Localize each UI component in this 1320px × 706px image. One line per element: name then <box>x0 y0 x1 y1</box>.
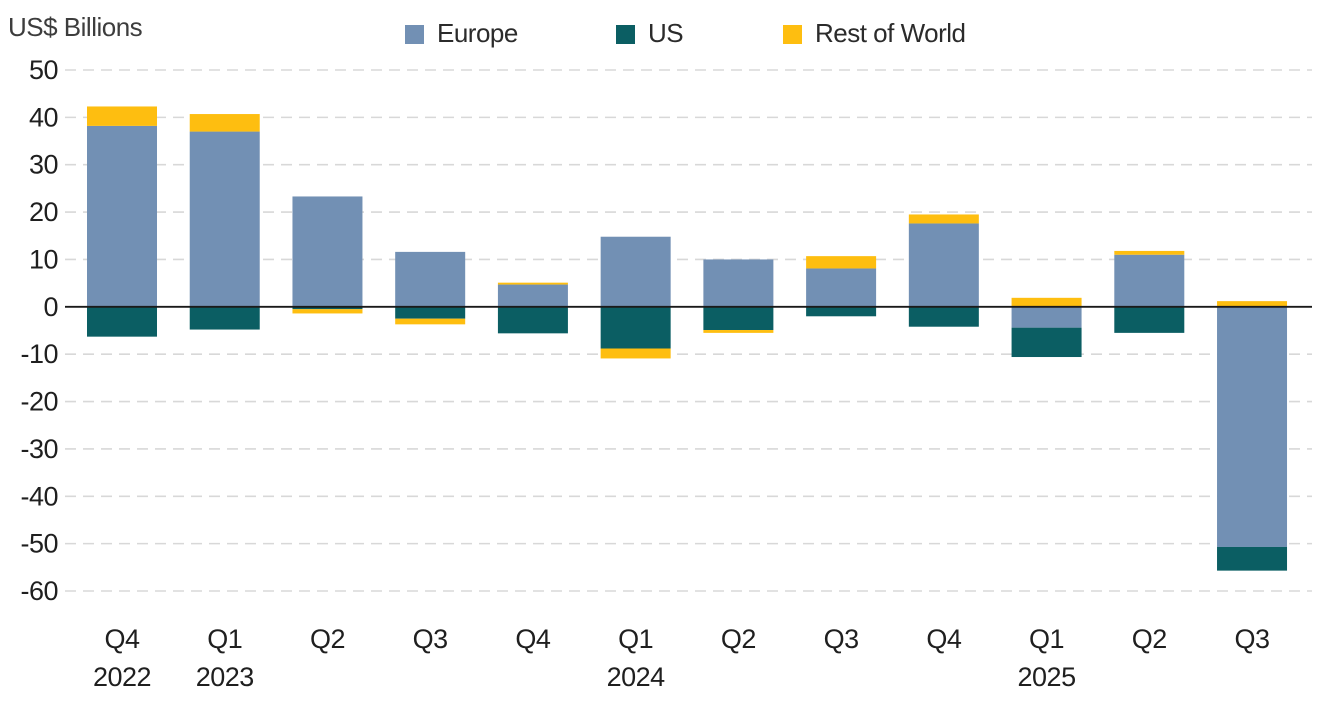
x-tick-year-label: 2025 <box>1018 662 1076 692</box>
bar-segment <box>600 236 671 307</box>
bar-segment <box>1217 301 1288 307</box>
legend-item-us: US <box>616 18 684 49</box>
legend-label-europe: Europe <box>437 18 518 48</box>
legend-label-row: Rest of World <box>815 18 966 48</box>
bar-segment <box>1011 297 1082 307</box>
bar-segment <box>908 306 979 327</box>
legend-item-row: Rest of World <box>783 18 966 49</box>
bar-segment <box>497 306 568 334</box>
x-tick-label: Q2 <box>721 624 756 654</box>
legend-swatch-row-icon <box>783 25 802 44</box>
bar-segment <box>292 306 363 310</box>
y-axis-title: US$ Billions <box>8 12 143 42</box>
bar-segment <box>1011 306 1082 328</box>
bar-segment <box>806 256 877 269</box>
bar-segment <box>497 282 568 285</box>
y-tick-label: -50 <box>20 529 58 559</box>
x-tick-label: Q1 <box>207 624 242 654</box>
x-tick-label: Q4 <box>104 624 140 654</box>
legend-swatch-us-icon <box>616 25 635 44</box>
x-tick-label: Q2 <box>1132 624 1167 654</box>
bar-segment <box>189 306 260 330</box>
bar-segment <box>1011 327 1082 358</box>
bar-segment <box>908 223 979 307</box>
y-tick-label: 50 <box>29 55 58 85</box>
bar-segment <box>395 251 466 307</box>
x-tick-label: Q4 <box>515 624 551 654</box>
y-tick-label: -20 <box>20 387 58 417</box>
y-tick-label: -10 <box>20 339 58 369</box>
y-tick-label: 20 <box>29 197 58 227</box>
x-tick-year-label: 2024 <box>607 662 666 692</box>
bar-segment <box>395 318 466 325</box>
bar-segment <box>703 330 774 333</box>
y-tick-label: 10 <box>29 244 58 274</box>
x-tick-label: Q1 <box>1029 624 1064 654</box>
bar-segment <box>703 259 774 307</box>
bar-segment <box>806 306 877 317</box>
bar-segment <box>497 284 568 307</box>
y-tick-label: 30 <box>29 150 58 180</box>
x-tick-year-label: 2022 <box>93 662 151 692</box>
x-tick-label: Q4 <box>926 624 962 654</box>
y-tick-label: -60 <box>20 576 58 606</box>
legend-swatch-europe-icon <box>405 25 424 44</box>
x-tick-label: Q3 <box>824 624 859 654</box>
x-tick-label: Q2 <box>310 624 345 654</box>
bar-segment <box>703 306 774 331</box>
bar-segment <box>87 306 157 337</box>
bar-segment <box>87 125 157 307</box>
bar-segment <box>395 306 466 319</box>
x-tick-label: Q3 <box>1235 624 1270 654</box>
y-tick-label: 40 <box>29 102 58 132</box>
bar-segment <box>1114 254 1185 307</box>
bar-segment <box>189 114 260 132</box>
x-tick-year-label: 2023 <box>196 662 254 692</box>
bar-segment <box>1114 250 1185 255</box>
x-tick-label: Q1 <box>618 624 653 654</box>
y-tick-label: -30 <box>20 434 58 464</box>
bar-segment <box>908 214 979 224</box>
x-tick-label: Q3 <box>413 624 448 654</box>
bar-segment <box>292 196 363 307</box>
y-tick-label: 0 <box>43 292 58 322</box>
y-tick-label: -40 <box>20 481 58 511</box>
bar-segment <box>806 268 877 307</box>
bar-segment <box>1217 306 1288 547</box>
bar-segment <box>189 131 260 307</box>
bar-segment <box>600 348 671 359</box>
bar-segment <box>292 309 363 314</box>
bar-segment <box>1114 306 1185 333</box>
bar-segment <box>87 106 157 126</box>
bar-segment <box>600 306 671 349</box>
legend-item-europe: Europe <box>405 18 518 49</box>
legend-label-us: US <box>648 18 684 48</box>
bar-segment <box>1217 546 1288 571</box>
